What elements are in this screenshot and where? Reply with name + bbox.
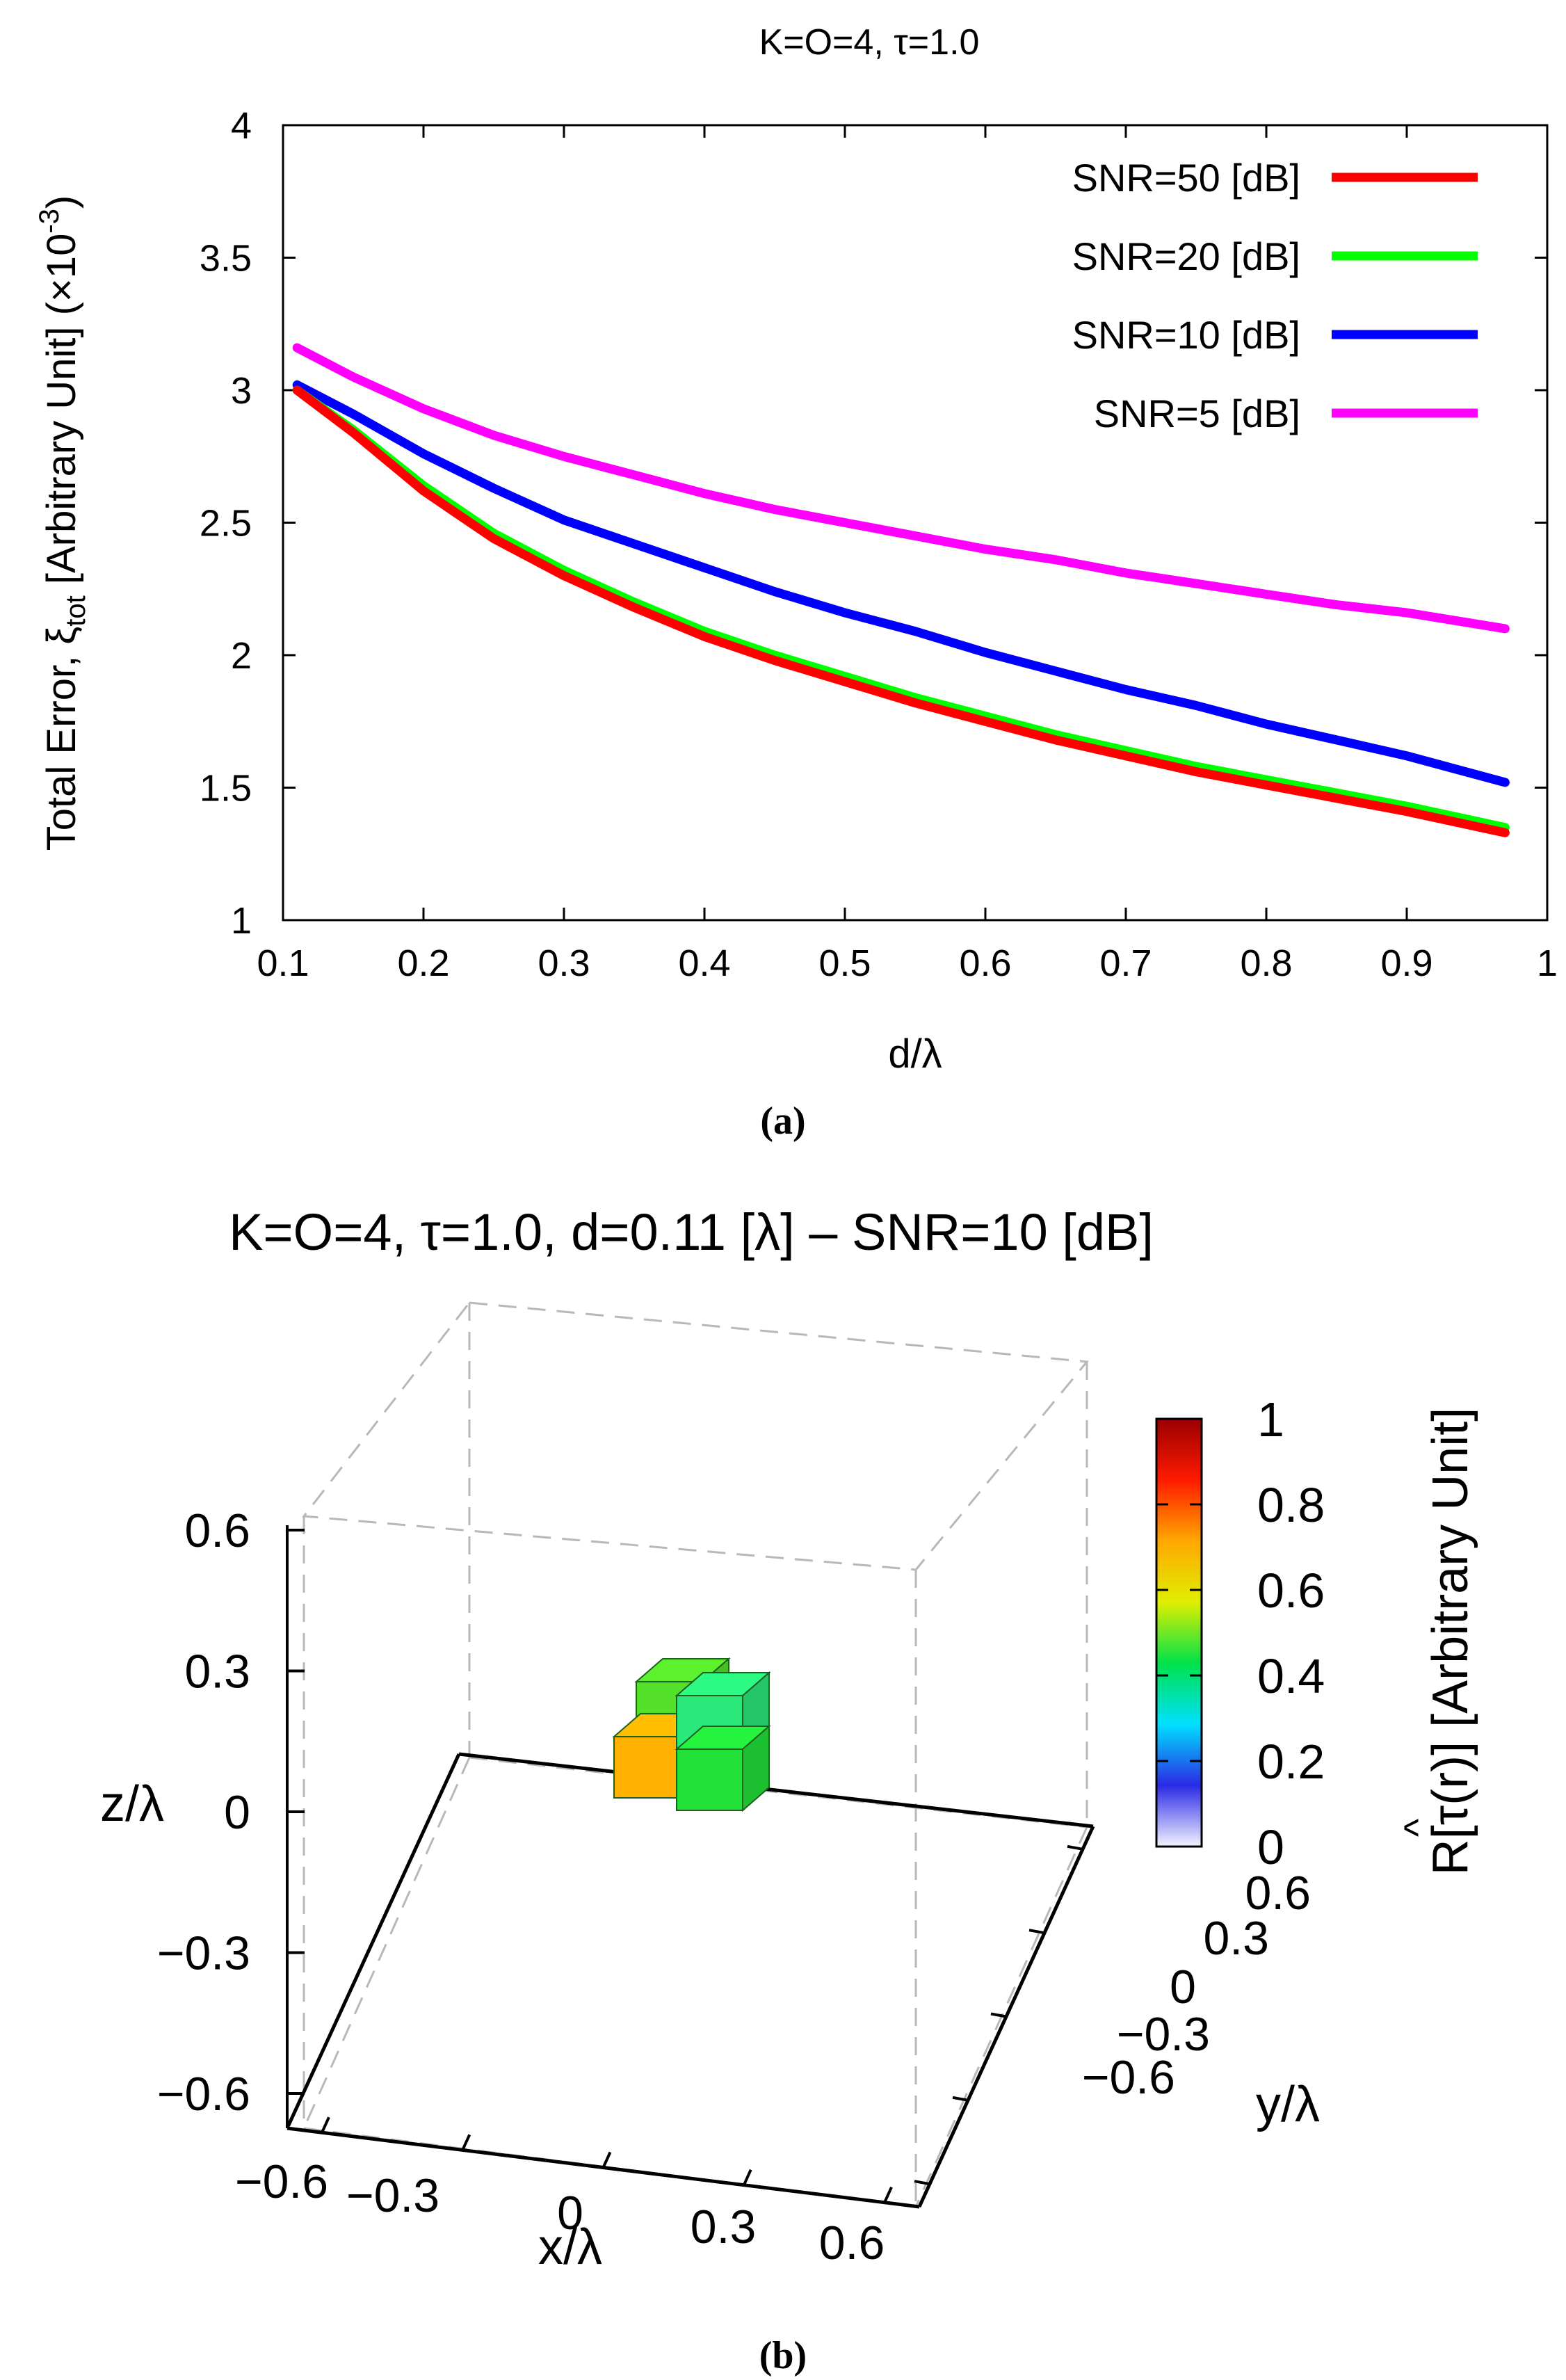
y-tick-label: 1.5 xyxy=(200,768,252,810)
x-axis-label: x/λ xyxy=(538,2219,602,2275)
panel-b-label: (b) xyxy=(759,2334,807,2377)
colorbar-tick-label: 0.8 xyxy=(1257,1478,1325,1532)
x-tick-label: 0.6 xyxy=(819,2217,885,2269)
y-tick-mark xyxy=(952,2096,969,2102)
legend-label: SNR=5 [dB] xyxy=(1094,392,1300,435)
y-tick-label: −0.3 xyxy=(1117,2008,1210,2061)
x-tick-mark xyxy=(461,2134,471,2151)
z-axis: 0.6 0.3 0 −0.3 −0.6 xyxy=(157,1504,305,2121)
y-axis-label: y/λ xyxy=(1256,2077,1320,2132)
y-tick-mark xyxy=(1028,1929,1045,1935)
series-line-snr-5-db- xyxy=(292,343,1510,634)
x-tick-label: 0.6 xyxy=(959,942,1011,984)
z-tick-label: −0.3 xyxy=(157,1927,250,1980)
legend-label: SNR=20 [dB] xyxy=(1072,234,1300,278)
y-tick-label: 1 xyxy=(231,900,252,942)
z-axis-label: z/λ xyxy=(100,1776,164,1832)
ylabel-close: ) xyxy=(39,195,84,209)
floor-axes xyxy=(285,1752,1095,2209)
y-tick-label: 2 xyxy=(231,635,252,677)
y-axis-ticks: 0.60.30−0.3−0.6 xyxy=(1082,1867,1311,2104)
colorbar-label-hat: ^ xyxy=(1396,1819,1439,1837)
y-tick-mark xyxy=(914,2180,930,2186)
colorbar-tick-label: 0.2 xyxy=(1257,1735,1325,1789)
x-tick-mark xyxy=(742,2169,752,2186)
y-tick-label: 2.5 xyxy=(200,503,252,545)
ylabel-prefix: Total Error, ξ xyxy=(39,627,84,851)
floor-axis-ticks xyxy=(321,1844,1083,2203)
colorbar-tick-label: 0.6 xyxy=(1257,1563,1325,1618)
box-back-bottom xyxy=(302,1756,1088,2208)
x-tick-label: 0.9 xyxy=(1380,942,1432,984)
colorbar-label-text: R[τ(r)] [Arbitrary Unit] xyxy=(1423,1408,1478,1875)
ylabel-superscript: -3 xyxy=(34,209,65,234)
chart-a-x-axis: 0.1 0.2 0.3 0.4 0.5 0.6 0.7 0.8 0.9 1 xyxy=(257,125,1558,984)
x-tick-label: 0.7 xyxy=(1099,942,1152,984)
panel-a: K=O=4, τ=1.0 11.522.533.54 0.1 0.2 0.3 0.4 0… xyxy=(34,22,1558,1143)
colorbar-label: R[τ(r)] [Arbitrary Unit] ^ xyxy=(1396,1408,1478,1875)
x-tick-mark xyxy=(321,2116,330,2134)
z-tick-label: 0 xyxy=(224,1786,250,1839)
x-tick-mark xyxy=(602,2151,612,2169)
x-axis-back-line xyxy=(458,1752,1094,1828)
chart-a-series xyxy=(292,343,1510,837)
y-tick-label: 0.3 xyxy=(1203,1912,1269,1965)
z-tick-label: 0.6 xyxy=(184,1504,250,1557)
z-tick-label: −0.6 xyxy=(157,2068,250,2121)
voxel-cluster xyxy=(612,1657,771,1812)
z-tick-label: 0.3 xyxy=(184,1646,250,1698)
x-tick-label: 0.8 xyxy=(1240,942,1292,984)
chart-a-title: K=O=4, τ=1.0 xyxy=(759,22,980,63)
chart-a-ylabel: Total Error, ξtot [Arbitrary Unit] (×10-… xyxy=(34,195,91,851)
colorbar-tick-label: 1 xyxy=(1257,1392,1284,1447)
x-tick-label: 0.3 xyxy=(691,2201,757,2253)
ylabel-subscript: tot xyxy=(60,595,91,626)
voxel-front-face xyxy=(676,1748,743,1811)
x-tick-label: 1 xyxy=(1537,942,1558,984)
legend-label: SNR=50 [dB] xyxy=(1072,156,1300,200)
x-tick-label: 0.3 xyxy=(538,942,590,984)
y-tick-label: 3.5 xyxy=(200,238,252,280)
chart-b-title: K=O=4, τ=1.0, d=0.11 [λ] – SNR=10 [dB] xyxy=(229,1203,1154,1261)
x-tick-label: 0.5 xyxy=(818,942,871,984)
chart-a-xlabel: d/λ xyxy=(888,1031,942,1077)
colorbar-ticks: 1 0.8 0.6 0.4 0.2 0 xyxy=(1156,1392,1325,1874)
voxel-front-face xyxy=(613,1736,681,1799)
y-tick-label: 4 xyxy=(231,105,252,147)
chart-a-legend: SNR=50 [dB] SNR=20 [dB] SNR=10 [dB] SNR=5 [… xyxy=(1072,156,1478,435)
legend-label: SNR=10 [dB] xyxy=(1072,313,1300,357)
y-tick-mark xyxy=(1067,1844,1083,1851)
voxel-4 xyxy=(675,1724,771,1812)
x-tick-label: 0 xyxy=(557,2187,583,2240)
x-axis-ticks: −0.6 −0.3 0 0.3 0.6 xyxy=(235,2155,885,2269)
y-tick-label: 0.6 xyxy=(1245,1867,1311,1920)
y-tick-label: 3 xyxy=(231,370,252,412)
x-tick-label: −0.6 xyxy=(235,2155,328,2208)
y-tick-label: −0.6 xyxy=(1082,2051,1175,2104)
series-line-snr-10-db- xyxy=(292,380,1510,787)
ylabel-suffix: [Arbitrary Unit] (×10 xyxy=(39,234,84,596)
x-tick-label: 0.2 xyxy=(397,942,449,984)
x-tick-label: −0.3 xyxy=(346,2169,439,2222)
series-line-snr-50-db- xyxy=(292,385,1510,837)
y-tick-mark xyxy=(990,2012,1007,2018)
series-line-snr-20-db- xyxy=(292,385,1510,833)
chart-a-y-axis: 1 1.5 2 2.5 3 3.5 4 xyxy=(200,105,1547,942)
colorbar xyxy=(1155,1417,1203,1848)
x-tick-label: 0.4 xyxy=(678,942,730,984)
x-tick-label: 0.1 xyxy=(257,942,309,984)
panel-a-label: (a) xyxy=(760,1100,805,1143)
panel-b: K=O=4, τ=1.0, d=0.11 [λ] – SNR=10 [dB] 0… xyxy=(100,1203,1478,2377)
box-top-face xyxy=(302,1301,1089,1571)
colorbar-tick-label: 0 xyxy=(1257,1820,1284,1874)
colorbar-tick-label: 0.4 xyxy=(1257,1649,1325,1703)
x-tick-mark xyxy=(883,2186,893,2203)
y-axis-back-line xyxy=(285,1753,461,2130)
y-tick-label: 0 xyxy=(1170,1961,1196,2013)
